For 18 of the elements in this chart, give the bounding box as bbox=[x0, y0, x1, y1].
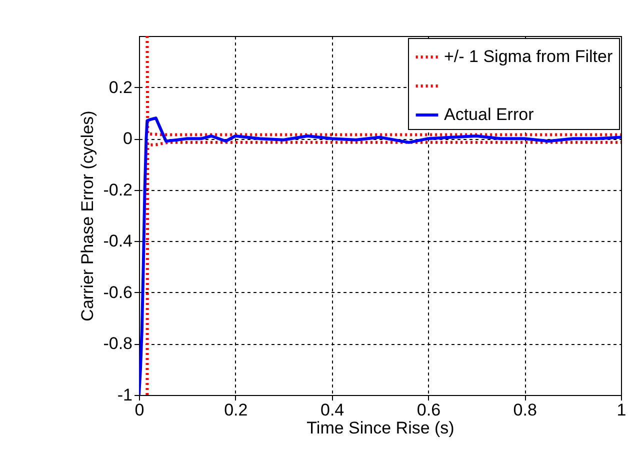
y-tick-label: 0.2 bbox=[108, 78, 132, 97]
x-tick-label: 1 bbox=[616, 400, 626, 420]
y-tick-label: -0.2 bbox=[103, 180, 132, 200]
x-tick-label: 0.8 bbox=[513, 400, 537, 420]
y-tick-label: 0 bbox=[123, 129, 132, 148]
legend-label: +/- 1 Sigma from Filter bbox=[444, 47, 613, 66]
line-series bbox=[146, 36, 621, 136]
y-tick-label: -0.4 bbox=[103, 232, 132, 251]
y-tick-label: -0.8 bbox=[103, 334, 132, 354]
x-axis-title: Time Since Rise (s) bbox=[306, 418, 454, 438]
x-tick-label: 0.4 bbox=[320, 400, 344, 420]
y-tick-label: -0.6 bbox=[103, 282, 132, 302]
y-axis-title: Carrier Phase Error (cycles) bbox=[78, 110, 98, 322]
y-tick-label: -1 bbox=[117, 386, 132, 404]
x-tick-label: 0 bbox=[134, 400, 144, 420]
legend-label: Actual Error bbox=[444, 105, 534, 124]
x-tick-label: 0.6 bbox=[416, 400, 441, 420]
x-tick-label: 0.2 bbox=[224, 400, 248, 420]
